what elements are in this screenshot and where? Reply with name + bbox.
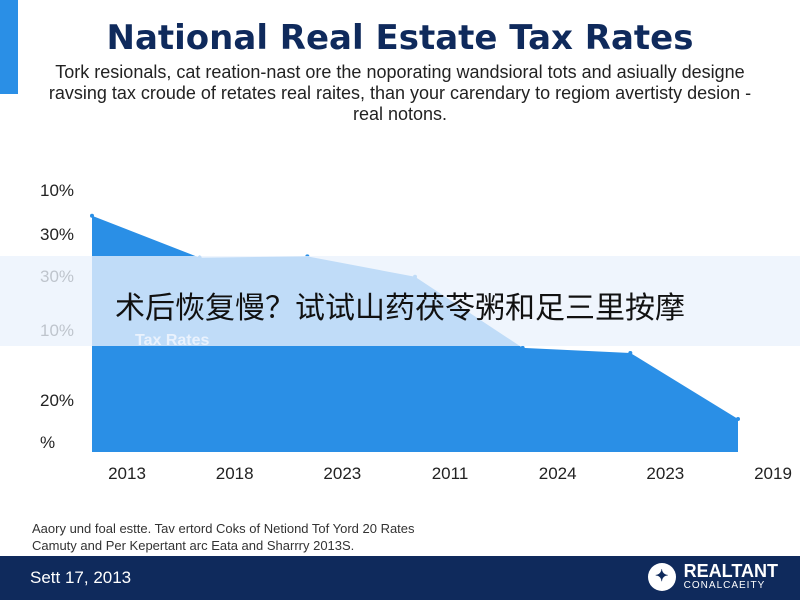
page-title: National Real Estate Tax Rates bbox=[106, 18, 694, 58]
footer-date: Sett 17, 2013 bbox=[30, 568, 132, 587]
left-accent-bar bbox=[0, 0, 18, 94]
y-tick-label: 30% bbox=[40, 225, 74, 244]
banner-text: 术后恢复慢？试试山药茯苓粥和足三里按摩 bbox=[115, 291, 685, 326]
page-subtitle: Tork resionals, cat reation-nast ore the… bbox=[48, 62, 752, 124]
brand-text: REALTANT CONALCAEITY bbox=[684, 562, 778, 592]
data-point-5 bbox=[628, 350, 633, 355]
x-tick-label: 2023 bbox=[323, 464, 361, 483]
data-point-6 bbox=[736, 416, 740, 421]
x-tick-label: 2018 bbox=[216, 464, 254, 483]
x-tick-label: 2013 bbox=[108, 464, 146, 483]
source-note-line-1: Aaory und foal estte. Tav ertord Coks of… bbox=[32, 521, 415, 536]
x-tick-label: 2024 bbox=[539, 464, 577, 483]
brand-eagle-icon: ✦ bbox=[647, 563, 676, 591]
brand-name: REALTANT bbox=[683, 561, 778, 581]
footer-bar: Sett 17, 2013 ✦ REALTANT CONALCAEITY bbox=[0, 556, 800, 600]
y-tick-label: % bbox=[40, 433, 55, 452]
banner-overlay bbox=[0, 256, 800, 346]
source-note-line-2: Camuty and Per Kepertant arc Eata and Sh… bbox=[32, 538, 355, 553]
data-point-0 bbox=[90, 213, 94, 218]
brand-subtitle: CONALCAEITY bbox=[683, 580, 766, 591]
brand-logo[interactable]: ✦ REALTANT CONALCAEITY bbox=[647, 562, 778, 592]
data-point-4 bbox=[520, 345, 525, 350]
y-tick-label: 20% bbox=[40, 391, 74, 410]
x-tick-label: 2011 bbox=[432, 464, 469, 483]
y-tick-label: 10% bbox=[40, 181, 74, 200]
source-note: Aaory und foal estte. Tav ertord Coks of… bbox=[32, 520, 415, 554]
x-tick-label: 2019 bbox=[754, 464, 792, 483]
x-tick-label: 2023 bbox=[646, 464, 684, 483]
